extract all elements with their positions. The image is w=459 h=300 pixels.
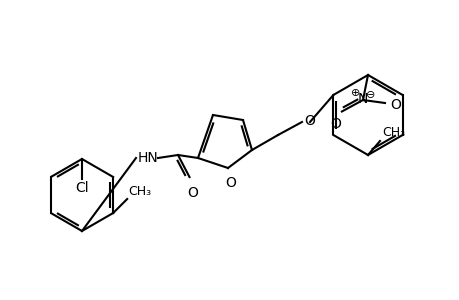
Text: ⊕: ⊕: [351, 88, 360, 98]
Text: O: O: [187, 186, 198, 200]
Text: CH₃: CH₃: [128, 185, 151, 198]
Text: HN: HN: [137, 151, 158, 165]
Text: O: O: [389, 98, 400, 112]
Text: Cl: Cl: [75, 181, 89, 195]
Text: O: O: [303, 114, 314, 128]
Text: ⊖: ⊖: [365, 90, 375, 100]
Text: N: N: [357, 92, 367, 106]
Text: O: O: [330, 117, 341, 131]
Text: CH₃: CH₃: [381, 126, 404, 139]
Text: O: O: [225, 176, 236, 190]
